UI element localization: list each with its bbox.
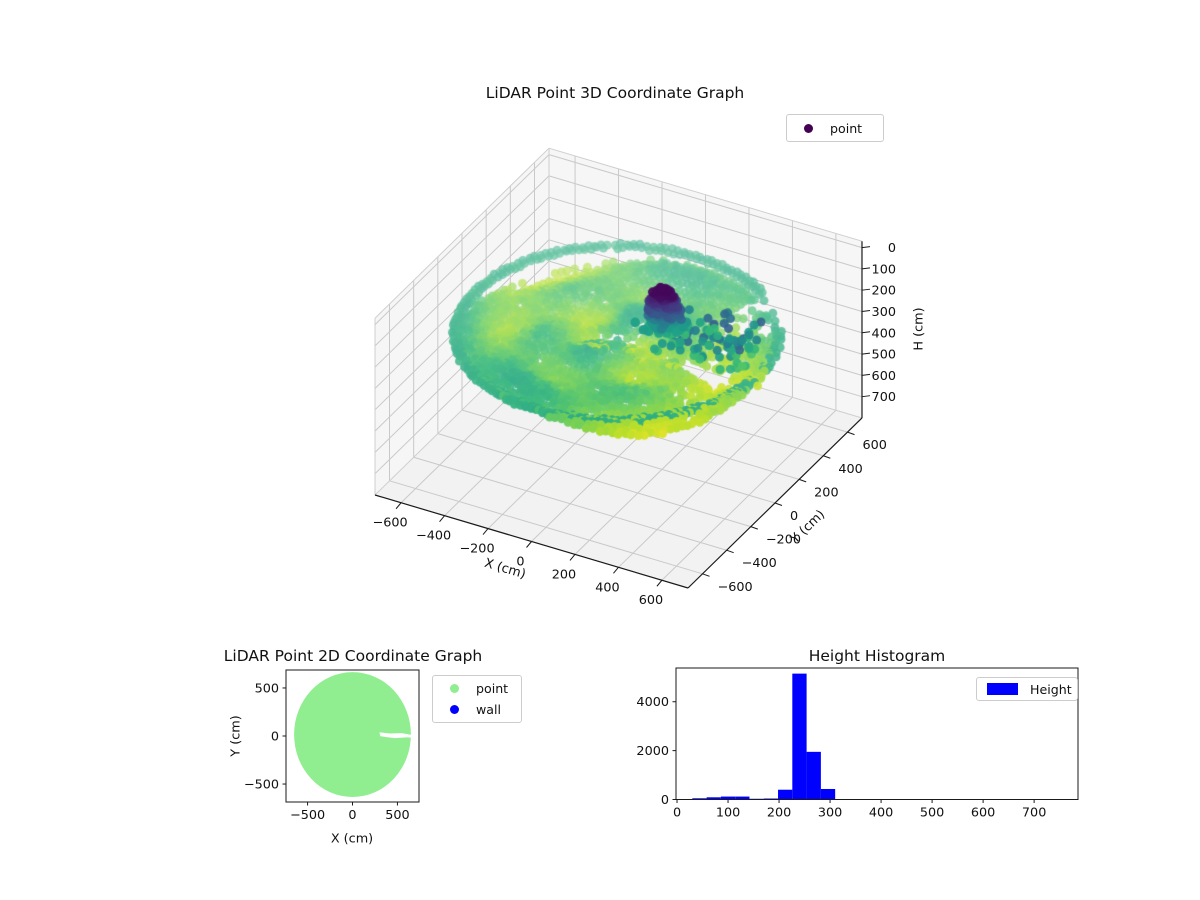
height-patch-icon: [987, 683, 1018, 695]
plot3d-zlabel: H (cm): [911, 307, 927, 351]
histogram-legend-label: Height: [1030, 681, 1072, 697]
plot3d-legend-label: point: [830, 120, 863, 136]
plot3d-legend-row: point: [795, 119, 875, 138]
wall-marker-icon: [450, 705, 459, 715]
svg-text:4000: 4000: [636, 695, 669, 710]
svg-text:500: 500: [385, 808, 409, 823]
svg-text:500: 500: [255, 681, 279, 696]
svg-text:100: 100: [716, 806, 740, 821]
plot3d-title: LiDAR Point 3D Coordinate Graph: [485, 84, 745, 102]
svg-text:700: 700: [1022, 806, 1046, 821]
plot2d-legend-label-wall: wall: [476, 702, 502, 718]
histogram-legend: Height: [976, 677, 1078, 701]
svg-text:600: 600: [971, 806, 995, 821]
svg-text:200: 200: [767, 806, 791, 821]
plot2d-legend-label-point: point: [476, 680, 509, 696]
svg-text:0: 0: [661, 793, 669, 808]
point-cloud-canvas: [300, 130, 1000, 650]
plot2d-xlabel: X (cm): [330, 831, 374, 847]
plot2d-axes: −500 0 500 −500 0 500: [244, 669, 420, 823]
plot3d-legend: point: [786, 114, 884, 142]
plot2d-ylabel: Y (cm): [228, 715, 244, 757]
svg-text:0: 0: [673, 806, 681, 821]
plot2d-title: LiDAR Point 2D Coordinate Graph: [223, 647, 483, 665]
point-marker-icon: [804, 123, 813, 133]
svg-text:300: 300: [818, 806, 842, 821]
plot2d-legend-row-wall: wall: [441, 701, 513, 720]
svg-text:−500: −500: [290, 808, 325, 823]
svg-text:500: 500: [920, 806, 944, 821]
plot2d-legend: point wall: [432, 675, 522, 723]
plot2d-legend-row-point: point: [441, 679, 513, 698]
svg-text:0: 0: [271, 730, 279, 745]
histogram-axes: 0 100 200 300 400 500 600 700 0 2000 4000: [636, 667, 1079, 821]
svg-text:2000: 2000: [636, 744, 669, 759]
histogram-title: Height Histogram: [808, 647, 946, 665]
svg-text:−500: −500: [244, 778, 279, 793]
svg-text:400: 400: [869, 806, 893, 821]
point-marker-icon: [450, 683, 459, 693]
svg-text:0: 0: [348, 808, 356, 823]
histogram-legend-row: Height: [985, 681, 1072, 697]
